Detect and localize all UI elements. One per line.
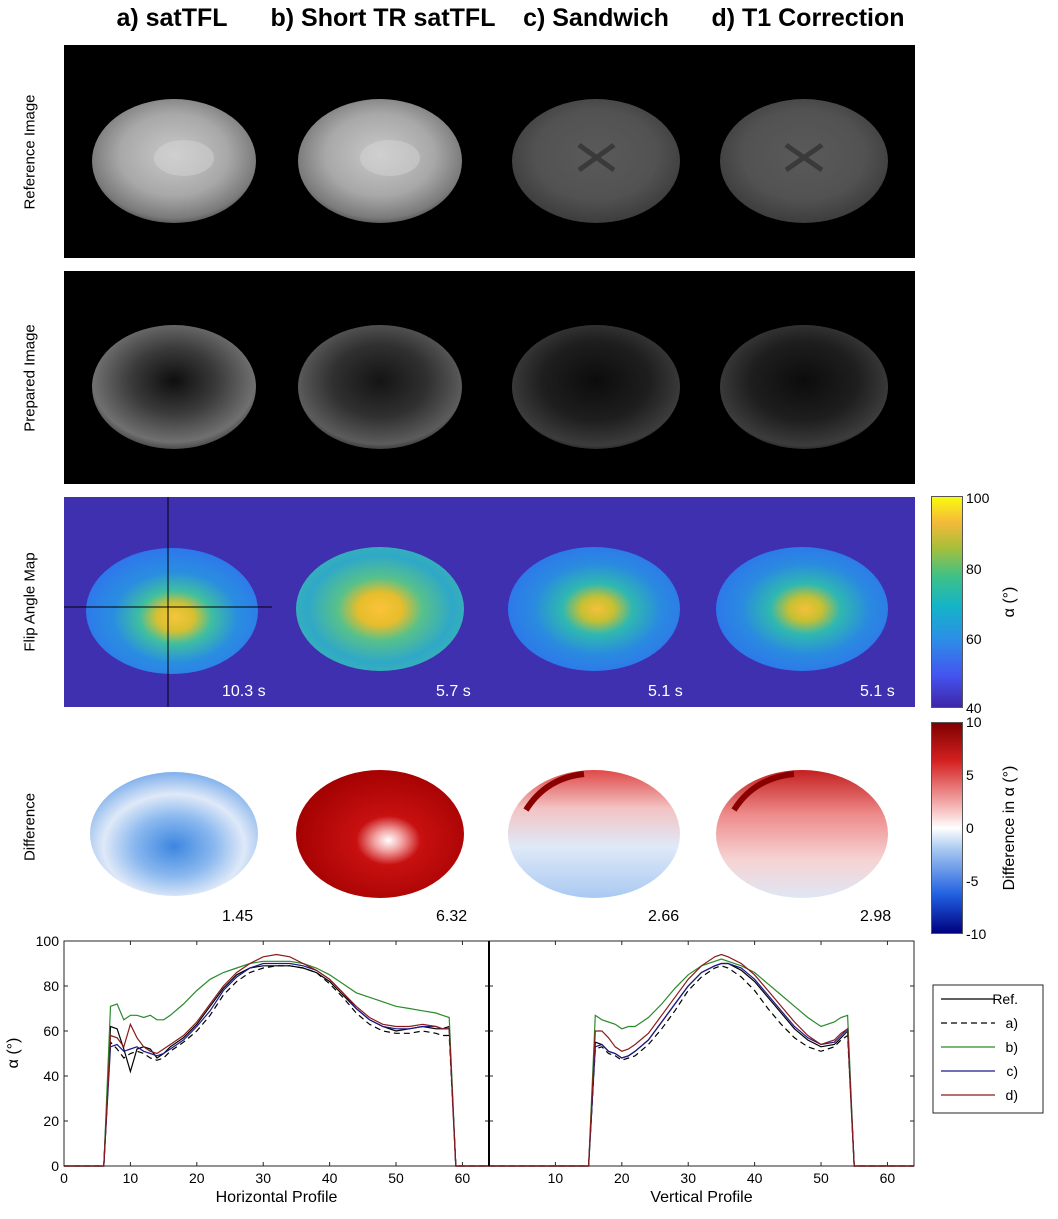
row-label-prepared: Prepared Image (21, 323, 39, 432)
legend-label-c: c) (1006, 1063, 1018, 1079)
flip-brain-d (716, 547, 888, 671)
x-tick-label: 30 (255, 1170, 271, 1186)
y-tick-label: 0 (51, 1158, 59, 1174)
column-title-d: d) T1 Correction (711, 4, 905, 32)
x-tick-label: 10 (548, 1170, 564, 1186)
series-line-a-1 (489, 965, 914, 1167)
legend-label-d: d) (1006, 1087, 1018, 1103)
x-tick-label: 0 (60, 1170, 68, 1186)
column-title-a: a) satTFL (116, 4, 228, 32)
prepared-brain-c (512, 325, 680, 449)
y-tick-label: 80 (43, 978, 59, 994)
column-title-c: c) Sandwich (523, 4, 669, 32)
time-label-a: 10.3 s (222, 683, 266, 700)
y-tick-label: 40 (43, 1068, 59, 1084)
difference-brain-a (90, 772, 258, 896)
row-label-difference: Difference (21, 792, 39, 862)
diff-colorbar-tick-minus-5: -5 (966, 873, 979, 889)
difference-brain-b (296, 770, 464, 898)
reference-image-panel (64, 45, 915, 258)
prepared-brain-a (92, 325, 256, 449)
x-tick-label: 40 (747, 1170, 763, 1186)
series-line-c-1 (489, 962, 914, 1167)
series-line-c-0 (64, 962, 489, 1167)
error-label-b: 6.32 (436, 908, 468, 925)
flip-brain-a (86, 548, 258, 674)
prepared-image-panel (64, 271, 915, 484)
flip-colorbar-tick-40: 40 (966, 700, 982, 716)
time-label-b: 5.7 s (436, 683, 471, 700)
y-tick-label: 60 (43, 1023, 59, 1039)
flip-angle-colorbar (931, 496, 963, 708)
x-tick-label: 60 (455, 1170, 471, 1186)
flip-colorbar-tick-60: 60 (966, 631, 982, 647)
x-tick-label: 20 (614, 1170, 630, 1186)
x-tick-label: 50 (388, 1170, 404, 1186)
difference-brain-c (508, 770, 680, 898)
diff-colorbar-tick-5: 5 (966, 767, 974, 783)
row-label-reference: Reference Image (21, 93, 39, 210)
difference-colorbar (931, 722, 963, 934)
error-label-d: 2.98 (860, 908, 892, 925)
x-tick-label: 50 (813, 1170, 829, 1186)
y-axis-label: α (°) (5, 1038, 22, 1069)
x-tick-label: 40 (322, 1170, 338, 1186)
row-label-flip-angle: Flip Angle Map (21, 552, 39, 652)
plot-frame-0 (63, 940, 490, 1167)
y-tick-label: 20 (43, 1113, 59, 1129)
legend-label-b: b) (1006, 1039, 1018, 1055)
flip-colorbar-tick-80: 80 (966, 561, 982, 577)
reference-brain-a (92, 99, 256, 223)
prepared-brain-d (720, 325, 888, 449)
legend-label-ref: Ref. (992, 991, 1018, 1007)
x-tick-label: 30 (680, 1170, 696, 1186)
flip-colorbar-title: α (°) (1001, 586, 1018, 618)
error-label-a: 1.45 (222, 908, 254, 925)
flip-brain-c (508, 547, 680, 671)
x-tick-label: 60 (880, 1170, 896, 1186)
x-axis-label-0: Horizontal Profile (216, 1189, 338, 1206)
legend-box (932, 984, 1044, 1114)
column-title-b: b) Short TR satTFL (270, 4, 496, 32)
difference-brain-d (716, 770, 888, 898)
x-axis-label-1: Vertical Profile (650, 1189, 752, 1206)
plot-frame-1 (488, 940, 915, 1167)
series-line-b-0 (64, 960, 489, 1167)
difference-panel (64, 722, 915, 932)
x-tick-label: 20 (189, 1170, 205, 1186)
reference-brain-d (720, 99, 888, 223)
series-line-d-0 (64, 953, 489, 1167)
legend-label-a: a) (1006, 1015, 1018, 1031)
diff-colorbar-tick-0: 0 (966, 820, 974, 836)
reference-brain-c (512, 99, 680, 223)
error-label-c: 2.66 (648, 908, 680, 925)
difference-colorbar-title: Difference in α (°) (1001, 765, 1018, 891)
prepared-brain-b (298, 325, 462, 449)
time-label-c: 5.1 s (648, 683, 683, 700)
series-line-a-0 (64, 965, 489, 1167)
x-tick-label: 10 (123, 1170, 139, 1186)
series-line-d-1 (489, 953, 914, 1167)
flip-angle-map-panel (64, 497, 915, 707)
flip-brain-b (296, 547, 464, 671)
flip-colorbar-tick-100: 100 (966, 490, 990, 506)
series-line-b-1 (489, 958, 914, 1167)
profile-chart: 0 10 20 30 40 50 60 0 20 40 60 80 100 Horizontal Prof… (5, 933, 1044, 1206)
diff-colorbar-tick-minus-10: -10 (966, 926, 987, 942)
diff-colorbar-tick-10: 10 (966, 714, 982, 730)
difference-edge-d (731, 771, 795, 812)
reference-brain-b (298, 99, 462, 223)
time-label-d: 5.1 s (860, 683, 895, 700)
y-tick-label: 100 (36, 933, 60, 949)
difference-edge-c (523, 771, 585, 812)
